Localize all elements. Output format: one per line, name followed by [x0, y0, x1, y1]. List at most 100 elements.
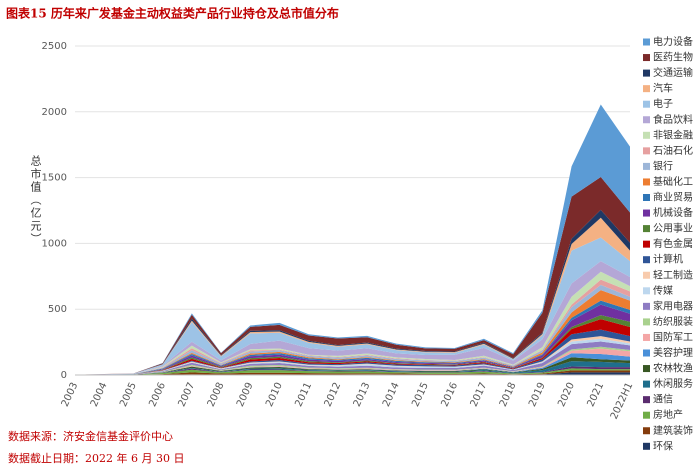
- area: [75, 176, 630, 375]
- legend-label: 休闲服务: [653, 377, 693, 390]
- x-tick-label: 2019: [527, 381, 548, 409]
- legend-swatch: [643, 131, 650, 139]
- x-tick-label: 2008: [206, 381, 227, 409]
- y-tick-label: 1000: [42, 238, 67, 249]
- legend-swatch: [643, 396, 650, 404]
- legend-label: 美容护理: [653, 346, 693, 359]
- x-tick-label: 2018: [498, 381, 519, 409]
- legend-label: 公用事业: [653, 222, 693, 235]
- legend-swatch: [643, 162, 650, 170]
- area: [75, 353, 630, 375]
- x-tick-label: 2021: [586, 381, 607, 409]
- area: [75, 348, 630, 375]
- x-tick-label: 2012: [323, 381, 344, 409]
- legend-label: 银行: [653, 159, 673, 172]
- x-tick-label: 2003: [60, 381, 81, 409]
- chart-title: 图表15 历年来广发基金主动权益类产品行业持仓及总市值分布: [6, 6, 339, 21]
- area: [75, 300, 630, 375]
- legend-label: 传媒: [653, 285, 673, 297]
- legend-label: 家用电器: [653, 299, 693, 312]
- area: [75, 361, 630, 375]
- legend-swatch: [643, 256, 650, 264]
- x-tick-label: 2014: [381, 381, 402, 409]
- legend-swatch: [643, 85, 650, 93]
- x-tick-label: 2013: [352, 381, 373, 409]
- x-tick-label: 2004: [89, 381, 110, 409]
- area: [75, 336, 630, 375]
- legend-swatch: [643, 427, 650, 435]
- legend-swatch: [643, 209, 650, 217]
- x-tick-label: 2017: [469, 381, 490, 409]
- legend-swatch: [643, 69, 650, 77]
- legend-swatch: [643, 333, 650, 341]
- y-tick-label: 1500: [42, 173, 67, 184]
- x-tick-label: 2009: [235, 381, 256, 409]
- x-tick-label: 2022H1: [609, 381, 636, 421]
- legend-label: 纺织服装: [653, 315, 693, 328]
- legend-swatch: [643, 194, 650, 201]
- area: [75, 341, 630, 375]
- legend-label: 国防军工: [653, 330, 693, 343]
- legend-label: 电力设备: [653, 35, 693, 48]
- y-tick-label: 2500: [42, 41, 67, 52]
- legend-label: 有色金属: [653, 237, 693, 250]
- legend-swatch: [643, 271, 650, 279]
- area: [75, 370, 630, 375]
- x-tick-label: 2006: [147, 381, 168, 409]
- legend-swatch: [643, 411, 650, 419]
- x-tick-label: 2020: [556, 381, 577, 409]
- legend-label: 食品饮料: [653, 113, 693, 126]
- legend-label: 医药生物: [653, 51, 693, 64]
- x-tick-label: 2005: [118, 381, 139, 409]
- legend-swatch: [643, 287, 650, 295]
- area: [75, 372, 630, 375]
- y-tick-label: 500: [48, 304, 67, 315]
- legend-swatch: [643, 178, 650, 186]
- legend-swatch: [643, 116, 650, 124]
- legend-swatch: [643, 365, 650, 373]
- legend-swatch: [643, 240, 650, 248]
- legend-swatch: [643, 318, 650, 326]
- note: 数据来源：济安金信基金评价中心: [8, 429, 173, 443]
- x-tick-label: 2016: [439, 381, 460, 409]
- legend-label: 机械设备: [653, 206, 693, 219]
- legend-label: 交通运输: [653, 66, 693, 79]
- area: [75, 261, 630, 375]
- legend-swatch: [643, 38, 650, 46]
- x-tick-label: 2010: [264, 381, 285, 409]
- legend-label: 石油石化: [653, 144, 693, 157]
- legend-swatch: [643, 302, 650, 310]
- legend-label: 计算机: [653, 253, 683, 266]
- area: [75, 329, 630, 375]
- x-tick-label: 2011: [293, 381, 314, 409]
- legend-label: 环保: [653, 439, 673, 452]
- legend-label: 汽车: [653, 82, 673, 95]
- area: [75, 284, 630, 375]
- legend-label: 非银金融: [653, 128, 693, 141]
- legend-swatch: [643, 442, 650, 450]
- legend-label: 建筑装饰: [653, 424, 693, 437]
- legend-label: 通信: [653, 394, 673, 406]
- legend-swatch: [643, 380, 650, 388]
- y-tick-label: 0: [61, 370, 67, 381]
- area: [75, 237, 630, 375]
- area: [75, 368, 630, 375]
- area: [75, 346, 630, 375]
- x-tick-label: 2015: [410, 381, 431, 409]
- area: [75, 366, 630, 375]
- legend-label: 电子: [653, 97, 673, 110]
- legend-swatch: [643, 54, 650, 62]
- legend-label: 商业贸易: [653, 191, 693, 204]
- area: [75, 357, 630, 375]
- x-tick-label: 2007: [177, 381, 198, 409]
- legend-label: 基础化工: [653, 175, 693, 188]
- y-tick-label: 2000: [42, 107, 67, 118]
- note: 数据截止日期：2022 年 6 月 30 日: [8, 451, 184, 465]
- legend-swatch: [643, 147, 650, 155]
- legend-label: 农林牧渔: [653, 362, 693, 375]
- legend-label: 房地产: [653, 408, 683, 421]
- legend-label: 轻工制造: [653, 268, 693, 281]
- y-axis-label: 总市值（亿元）: [29, 154, 42, 246]
- legend-swatch: [643, 225, 650, 233]
